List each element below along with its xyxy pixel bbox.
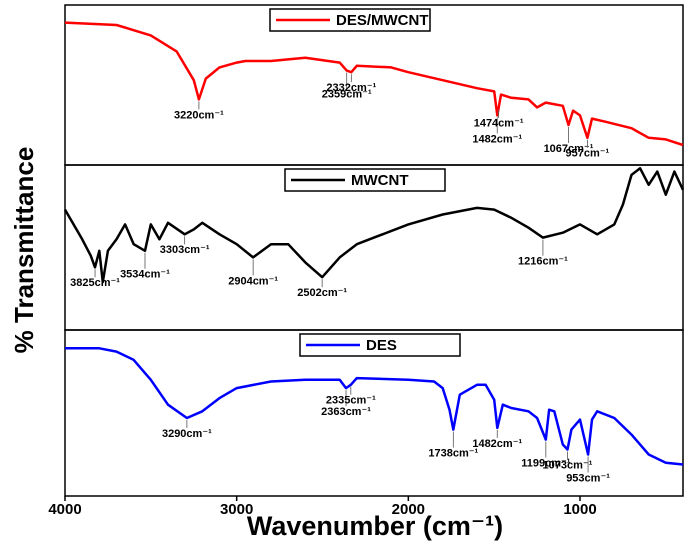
peak-label: 1216cm⁻¹ <box>518 256 568 268</box>
spectrum-line <box>64 21 684 147</box>
peak-label: 1199cm⁻¹ <box>521 457 571 469</box>
peak-label: 1067cm⁻¹ <box>544 143 594 155</box>
y-axis-label: % Transmittance <box>9 147 39 354</box>
peak-label: 1738cm⁻¹ <box>428 448 478 460</box>
x-tick-label: 2000 <box>392 501 425 518</box>
peak-label: 2359cm⁻¹ <box>322 89 372 101</box>
peak-label: 957cm⁻¹ <box>566 148 610 160</box>
x-tick-label: 4000 <box>48 501 81 518</box>
peak-label: 3534cm⁻¹ <box>120 269 170 281</box>
legend-label: MWCNT <box>351 172 408 189</box>
peak-label: 2335cm⁻¹ <box>326 395 376 407</box>
legend-box <box>299 333 461 357</box>
peak-label: 3290cm⁻¹ <box>162 428 212 440</box>
peak-label: 1482cm⁻¹ <box>472 438 522 450</box>
spectrum-line <box>63 167 685 284</box>
peak-label: 2363cm⁻¹ <box>321 406 371 418</box>
peak-label: 3303cm⁻¹ <box>160 244 210 256</box>
peak-label: 2904cm⁻¹ <box>228 275 278 287</box>
x-tick-label: 3000 <box>220 501 253 518</box>
peak-label: 1073cm⁻¹ <box>543 459 593 471</box>
peak-label: 953cm⁻¹ <box>566 472 610 484</box>
legend-box <box>284 168 446 192</box>
legend-label: DES <box>366 337 397 354</box>
peak-label: 3825cm⁻¹ <box>70 277 120 289</box>
panel-frame <box>64 329 684 497</box>
peak-label: 2332cm⁻¹ <box>326 82 376 94</box>
peak-label: 3220cm⁻¹ <box>174 109 224 121</box>
legend-label: DES/MWCNT <box>336 12 429 29</box>
legend-box <box>269 8 431 32</box>
x-axis-label: Wavenumber (cm⁻¹) <box>247 511 503 541</box>
peak-label: 1482cm⁻¹ <box>472 133 522 145</box>
peak-label: 1474cm⁻¹ <box>474 118 524 130</box>
spectrum-line <box>65 347 684 466</box>
x-tick-label: 1000 <box>563 501 596 518</box>
peak-label: 2502cm⁻¹ <box>297 287 347 299</box>
